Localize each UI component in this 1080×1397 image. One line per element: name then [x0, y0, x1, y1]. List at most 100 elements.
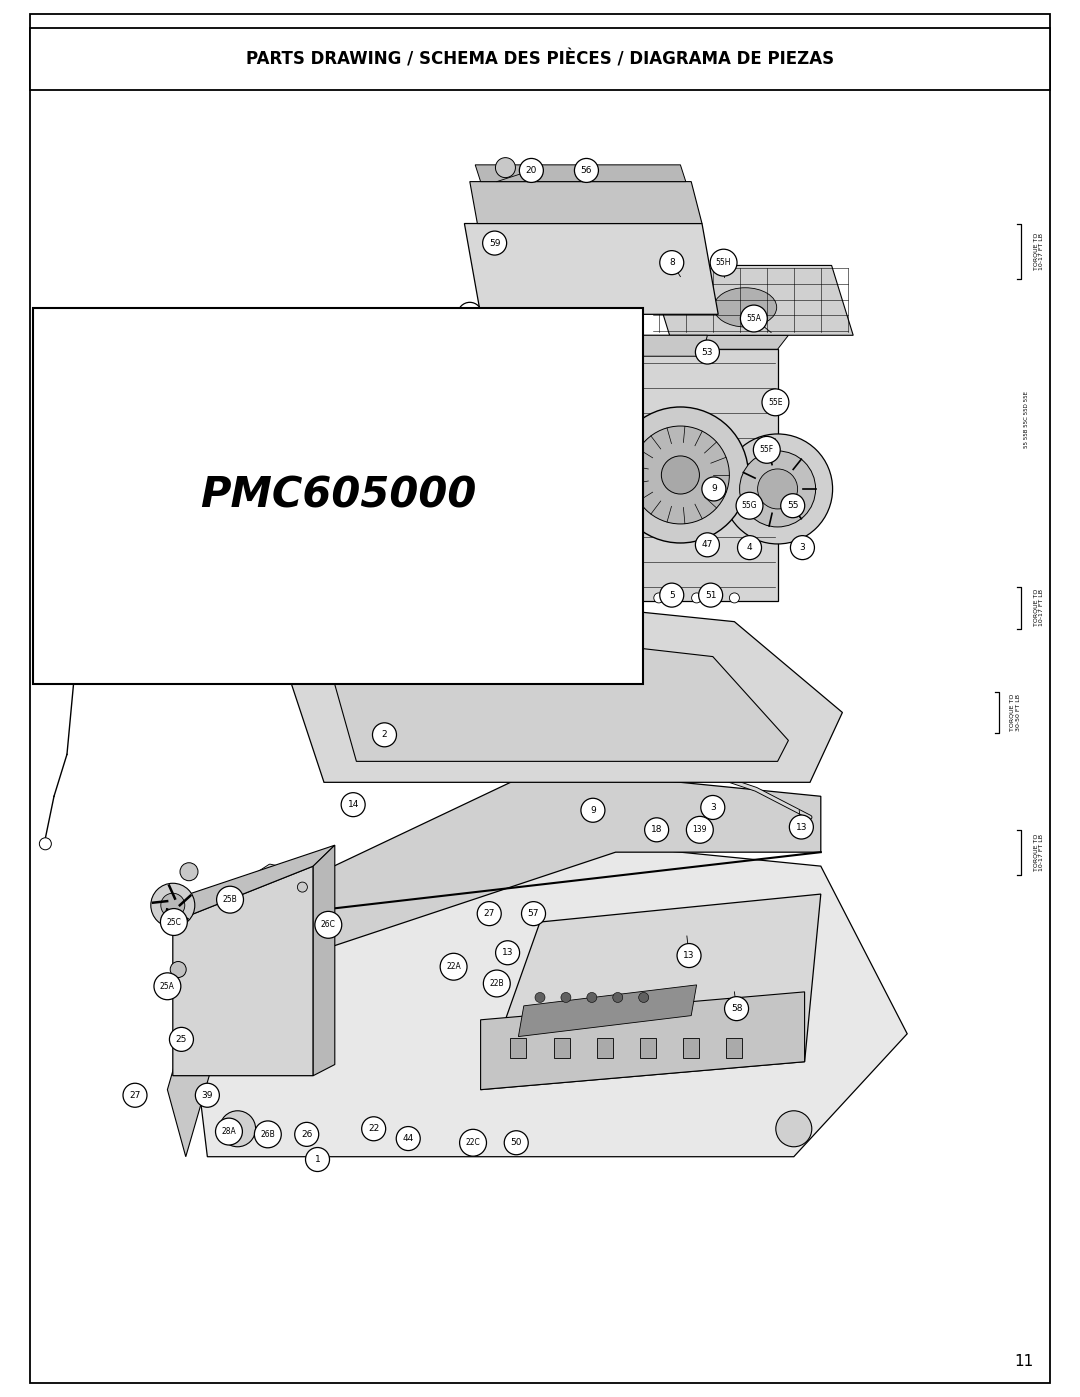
Circle shape — [691, 592, 702, 604]
Text: 50: 50 — [511, 1139, 522, 1147]
Text: 59: 59 — [464, 356, 475, 365]
Circle shape — [195, 1083, 219, 1108]
Circle shape — [487, 443, 511, 468]
Circle shape — [791, 535, 814, 560]
Circle shape — [178, 895, 189, 907]
Ellipse shape — [714, 288, 777, 327]
Ellipse shape — [530, 615, 615, 671]
Circle shape — [430, 543, 467, 580]
Polygon shape — [491, 475, 510, 524]
Text: 6: 6 — [550, 454, 556, 462]
Text: 20: 20 — [526, 166, 537, 175]
Text: 3: 3 — [799, 543, 806, 552]
Circle shape — [696, 532, 719, 557]
Text: 11: 11 — [1015, 1354, 1034, 1369]
Circle shape — [738, 535, 761, 560]
Text: 55: 55 — [787, 502, 798, 510]
Text: 25A: 25A — [160, 982, 175, 990]
Bar — [511, 1038, 526, 1058]
Text: 12: 12 — [464, 310, 475, 319]
Text: TORQUE TO
10-17 FT LB: TORQUE TO 10-17 FT LB — [1034, 233, 1044, 270]
Bar — [78, 542, 121, 570]
Text: 44: 44 — [403, 1134, 414, 1143]
Text: 139: 139 — [692, 826, 707, 834]
Circle shape — [151, 883, 194, 928]
Text: 25C: 25C — [166, 918, 181, 926]
Text: 3: 3 — [710, 803, 716, 812]
Circle shape — [297, 882, 308, 893]
Circle shape — [702, 476, 726, 502]
Circle shape — [348, 476, 372, 502]
Polygon shape — [292, 601, 842, 782]
Circle shape — [535, 992, 545, 1003]
Circle shape — [161, 908, 187, 936]
Circle shape — [757, 469, 798, 509]
Circle shape — [441, 953, 467, 981]
Text: 57: 57 — [528, 909, 539, 918]
Circle shape — [388, 580, 411, 605]
Text: 26C: 26C — [321, 921, 336, 929]
Ellipse shape — [515, 605, 630, 680]
Circle shape — [677, 943, 701, 968]
Polygon shape — [518, 985, 697, 1037]
Circle shape — [741, 305, 767, 332]
Text: 7: 7 — [496, 451, 502, 460]
Circle shape — [575, 158, 598, 183]
Text: 4: 4 — [746, 543, 753, 552]
Polygon shape — [464, 224, 718, 314]
Text: 13: 13 — [502, 949, 513, 957]
Text: 28A: 28A — [221, 1127, 237, 1136]
Text: 55H: 55H — [716, 258, 731, 267]
Polygon shape — [464, 335, 788, 349]
Circle shape — [729, 592, 740, 604]
Circle shape — [687, 816, 713, 844]
Text: 53: 53 — [702, 348, 713, 356]
Text: 22C: 22C — [465, 1139, 481, 1147]
Text: 54: 54 — [523, 401, 534, 409]
Text: 8: 8 — [669, 258, 675, 267]
Circle shape — [154, 972, 180, 1000]
Circle shape — [383, 434, 407, 460]
Circle shape — [289, 626, 313, 651]
Circle shape — [645, 817, 669, 842]
Text: PARTS DRAWING / SCHEMA DES PIÈCES / DIAGRAMA DE PIEZAS: PARTS DRAWING / SCHEMA DES PIÈCES / DIAG… — [246, 50, 834, 68]
Circle shape — [349, 633, 373, 658]
Text: 59: 59 — [489, 239, 500, 247]
Text: 26B: 26B — [260, 1130, 275, 1139]
Ellipse shape — [540, 349, 605, 433]
Circle shape — [561, 992, 571, 1003]
Circle shape — [161, 893, 185, 918]
Circle shape — [496, 940, 519, 965]
Circle shape — [477, 901, 501, 926]
Circle shape — [171, 961, 186, 978]
Bar — [684, 1038, 699, 1058]
Text: 18: 18 — [651, 826, 662, 834]
Circle shape — [701, 795, 725, 820]
Polygon shape — [216, 768, 821, 978]
Text: 19: 19 — [296, 634, 307, 643]
Bar — [554, 1038, 569, 1058]
Polygon shape — [410, 475, 491, 517]
Circle shape — [541, 446, 565, 471]
Circle shape — [170, 1027, 193, 1052]
Text: 55F: 55F — [759, 446, 774, 454]
Circle shape — [699, 583, 723, 608]
Circle shape — [504, 1130, 528, 1155]
Circle shape — [418, 387, 442, 412]
Circle shape — [711, 249, 737, 277]
Circle shape — [519, 158, 543, 183]
Text: 51: 51 — [705, 591, 716, 599]
Circle shape — [307, 574, 330, 599]
Circle shape — [295, 1122, 319, 1147]
Bar — [640, 1038, 656, 1058]
Text: 25: 25 — [176, 1035, 187, 1044]
Circle shape — [123, 1083, 147, 1108]
Text: 56: 56 — [581, 166, 592, 175]
Circle shape — [740, 451, 815, 527]
Polygon shape — [470, 182, 702, 224]
Circle shape — [789, 814, 813, 840]
Circle shape — [781, 493, 805, 518]
Circle shape — [373, 722, 396, 747]
Bar — [30, 28, 1050, 89]
Circle shape — [362, 1116, 386, 1141]
